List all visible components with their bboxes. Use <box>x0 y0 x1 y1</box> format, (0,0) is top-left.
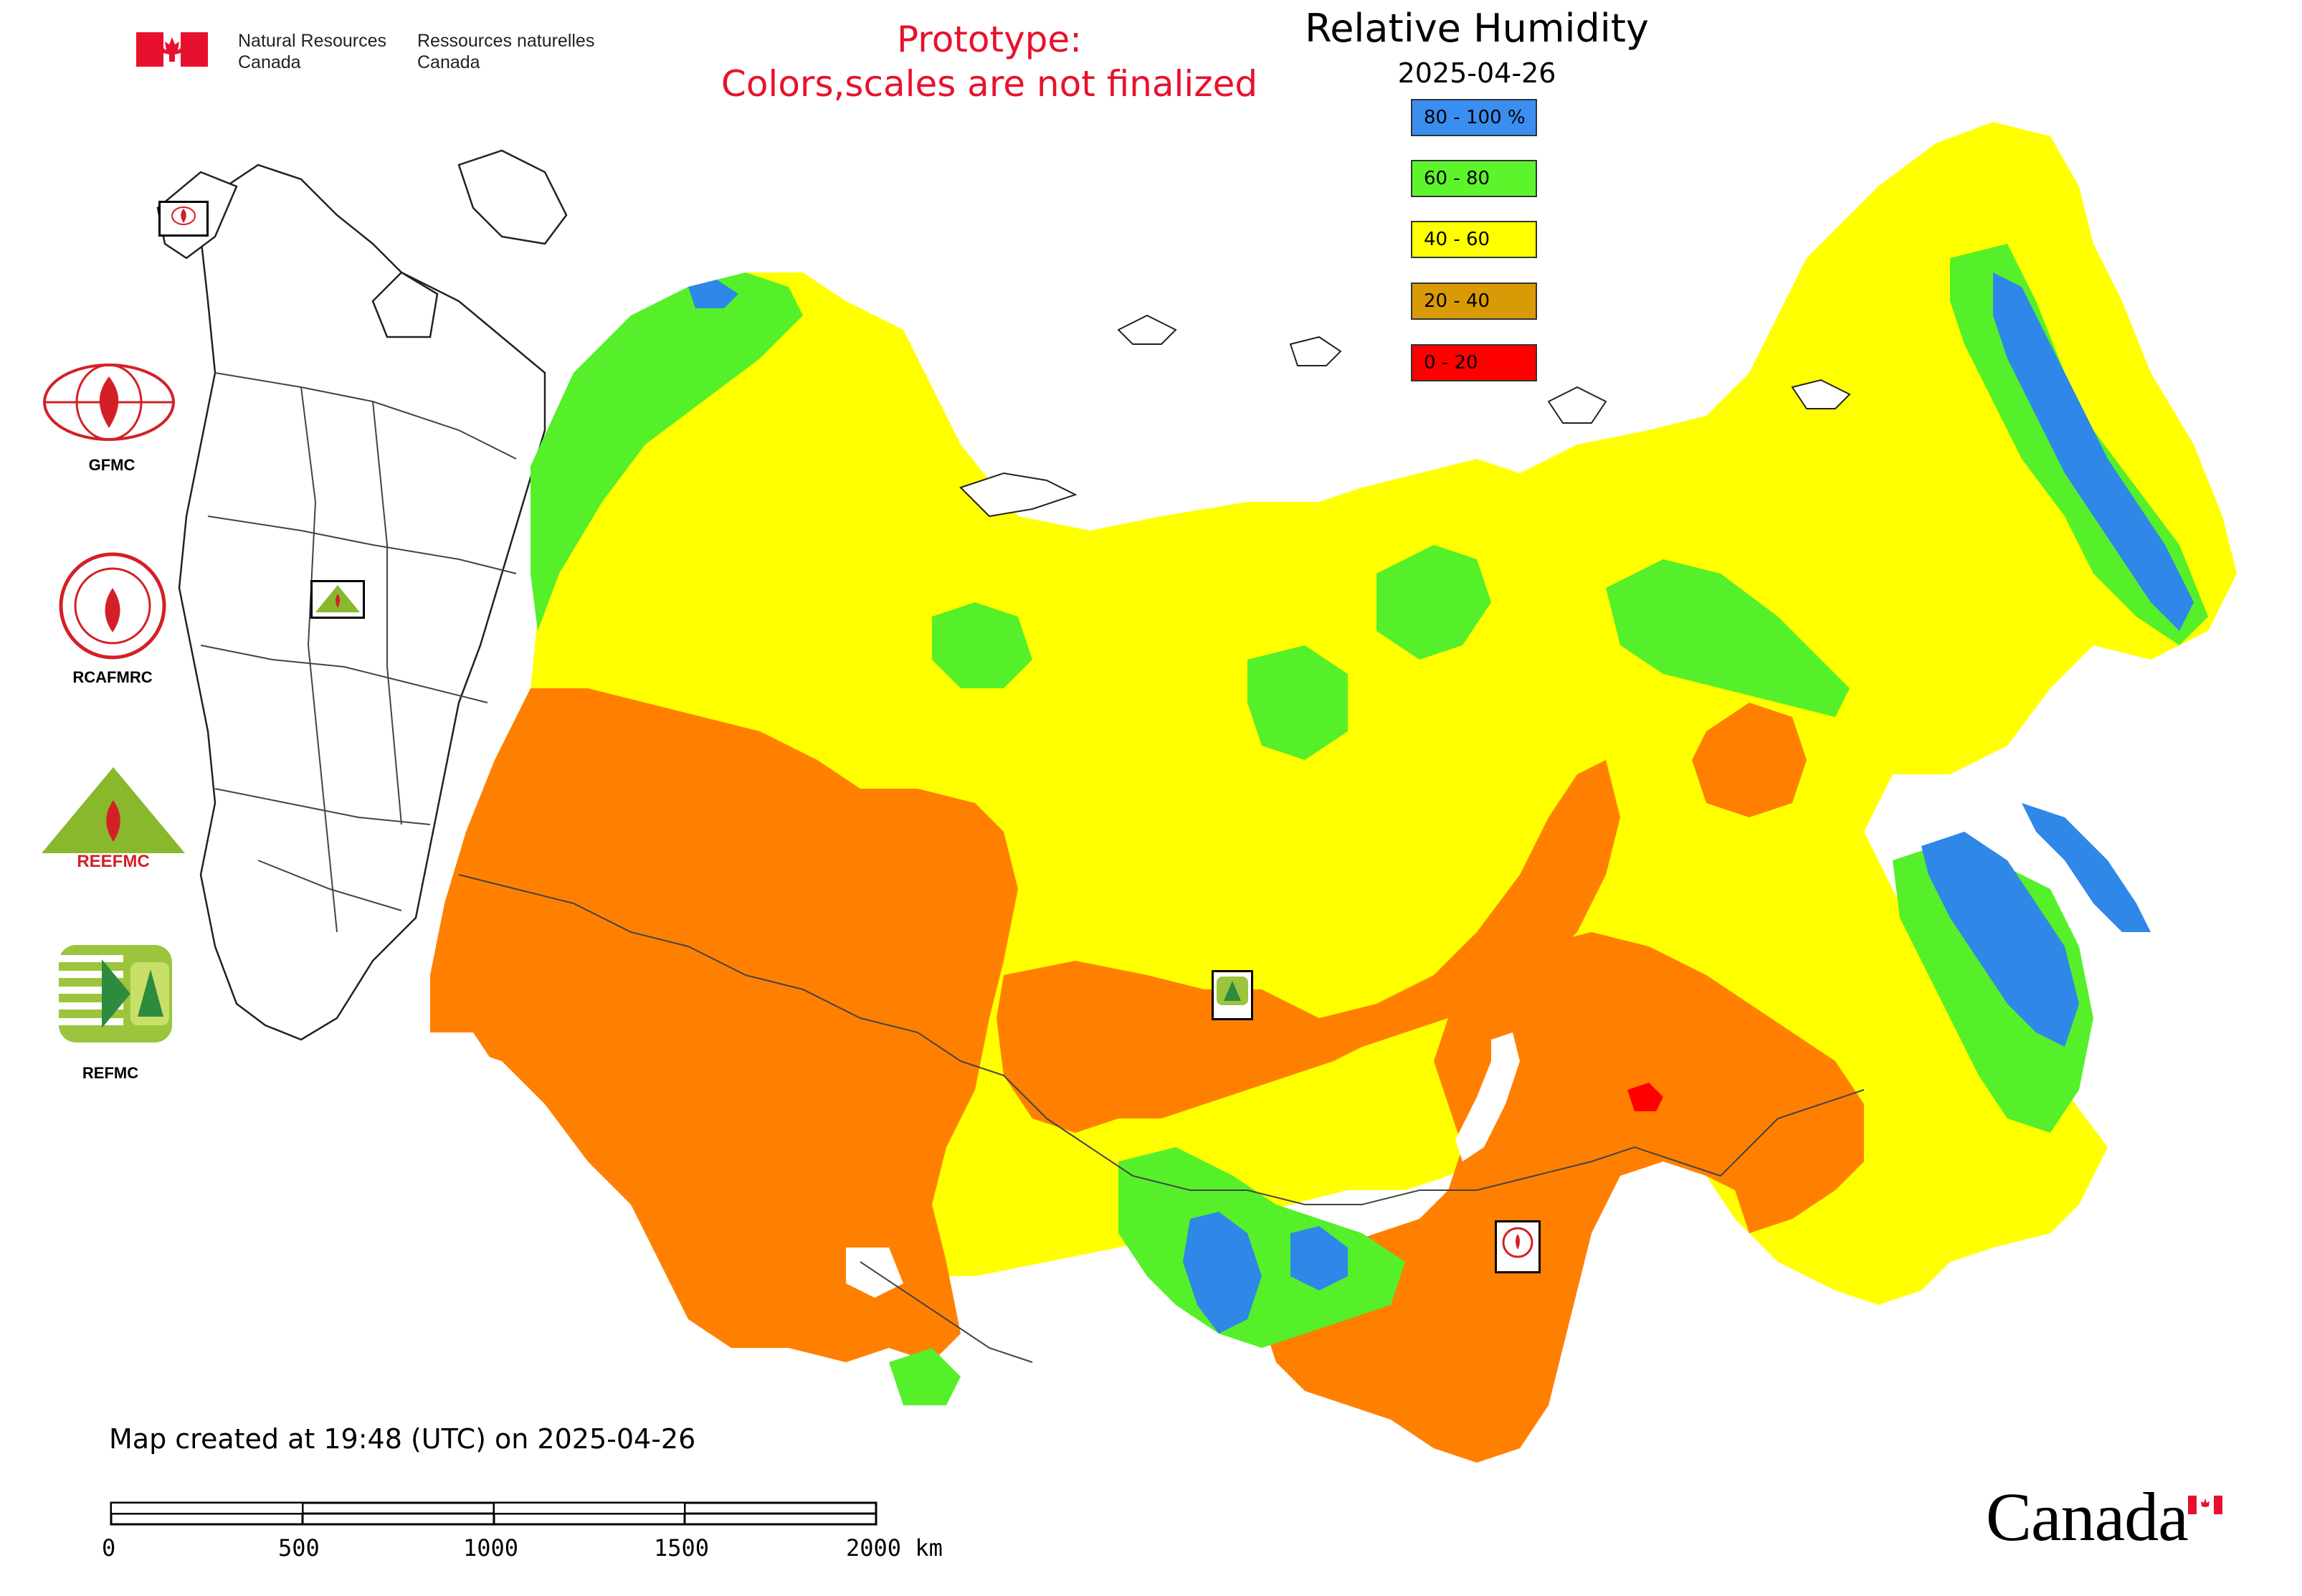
zone-humid-kara <box>932 602 1032 688</box>
scale-label-0: 0 <box>102 1534 116 1562</box>
zone-dry-amur <box>1692 703 1807 817</box>
caspian-sea <box>423 1032 502 1176</box>
legend-class-20-40: 20 - 40 <box>1411 282 1537 320</box>
zone-humid-taimyr <box>1376 545 1491 660</box>
europe-borders <box>200 372 517 933</box>
canada-flag-icon <box>136 32 208 67</box>
gfmc-map-marker[interactable] <box>158 201 209 237</box>
refmc-sigma-icon <box>59 945 172 1042</box>
reefmc-logo: REEFMC <box>37 764 189 872</box>
zone-very-humid-sayan <box>1290 1226 1348 1291</box>
country-borders <box>458 874 1865 1363</box>
zone-dry-east <box>1262 932 1864 1463</box>
org-name-fr: Ressources naturelles Canada <box>417 30 594 73</box>
prototype-line2: Colors,scales are not finalized <box>720 63 1258 105</box>
gfmc-label: GFMC <box>88 456 135 474</box>
scale-bar <box>110 1501 877 1526</box>
gfmc-logo <box>41 362 177 442</box>
gfmc-globe-icon <box>43 364 175 441</box>
zone-humid-kola <box>531 272 803 631</box>
scale-label-1500: 1500 <box>654 1534 710 1562</box>
org-name-en: Natural Resources Canada <box>238 30 386 73</box>
refmc-label: REFMC <box>82 1064 139 1082</box>
org-name-en-line1: Natural Resources <box>238 31 387 51</box>
refmc-map-marker[interactable] <box>1212 970 1253 1020</box>
scale-label-2000-km: 2000 km <box>846 1534 943 1562</box>
zone-dry-central <box>997 760 1620 1133</box>
zone-humid-tianshan <box>889 1348 961 1405</box>
zone-very-humid-okhotsk <box>2022 803 2151 932</box>
reefmc-marker-icon <box>315 585 360 612</box>
humidity-data-layer <box>423 122 2237 1463</box>
zone-very-dry <box>1627 1083 1663 1111</box>
rcafmrc-logo <box>59 552 166 660</box>
legend-class-80-100: 80 - 100 % <box>1411 99 1537 136</box>
zone-humid-yenisei <box>1247 645 1348 760</box>
prototype-line1: Prototype: <box>896 19 1083 60</box>
rcafmrc-label: RCAFMRC <box>72 668 153 686</box>
zone-very-humid-kamchatka <box>1993 272 2194 631</box>
legend-class-0-20: 0 - 20 <box>1411 344 1537 381</box>
zone-humid-yakutia-east <box>1606 559 1850 717</box>
rcafmrc-marker-icon <box>1502 1227 1533 1258</box>
org-name-fr-line2: Canada <box>417 52 480 72</box>
canada-wordmark: Canada <box>1986 1478 2189 1555</box>
rcafmrc-map-marker[interactable] <box>1495 1220 1541 1273</box>
zone-very-humid-sakhalin <box>1921 832 2079 1047</box>
org-name-fr-line1: Ressources naturelles <box>417 31 595 51</box>
arctic-islands <box>959 314 1851 518</box>
reefmc-triangle-icon: REEFMC <box>42 767 185 871</box>
svg-text:REEFMC: REEFMC <box>77 852 149 871</box>
org-name-en-line2: Canada <box>238 52 301 72</box>
refmc-logo <box>59 945 172 1042</box>
zone-humid-baikal <box>1118 1147 1405 1348</box>
zone-very-humid-altai <box>1183 1212 1262 1334</box>
wordmark-flag-svg <box>2188 1496 2222 1514</box>
zone-very-humid-kola <box>688 280 738 308</box>
legend-title: Relative Humidity <box>1305 6 1649 51</box>
legend-class-40-60: 40 - 60 <box>1411 221 1537 258</box>
scale-label-500: 500 <box>278 1534 320 1562</box>
legend-class-60-80: 60 - 80 <box>1411 160 1537 197</box>
wordmark-flag-icon <box>2188 1496 2222 1514</box>
map-created-note: Map created at 19:48 (UTC) on 2025-04-26 <box>109 1423 696 1455</box>
aral-sea <box>846 1248 903 1298</box>
scale-label-1000: 1000 <box>463 1534 519 1562</box>
refmc-marker-icon <box>1217 977 1248 1005</box>
gfmc-marker-icon <box>171 206 196 225</box>
zone-dry-west <box>430 688 1018 1362</box>
reefmc-map-marker[interactable] <box>310 580 365 619</box>
prototype-notice: Prototype: Colors,scales are not finaliz… <box>674 17 1305 106</box>
legend-date: 2025-04-26 <box>1397 57 1556 89</box>
rcafmrc-seal-icon <box>59 552 166 660</box>
lake-baikal <box>1455 1032 1520 1162</box>
